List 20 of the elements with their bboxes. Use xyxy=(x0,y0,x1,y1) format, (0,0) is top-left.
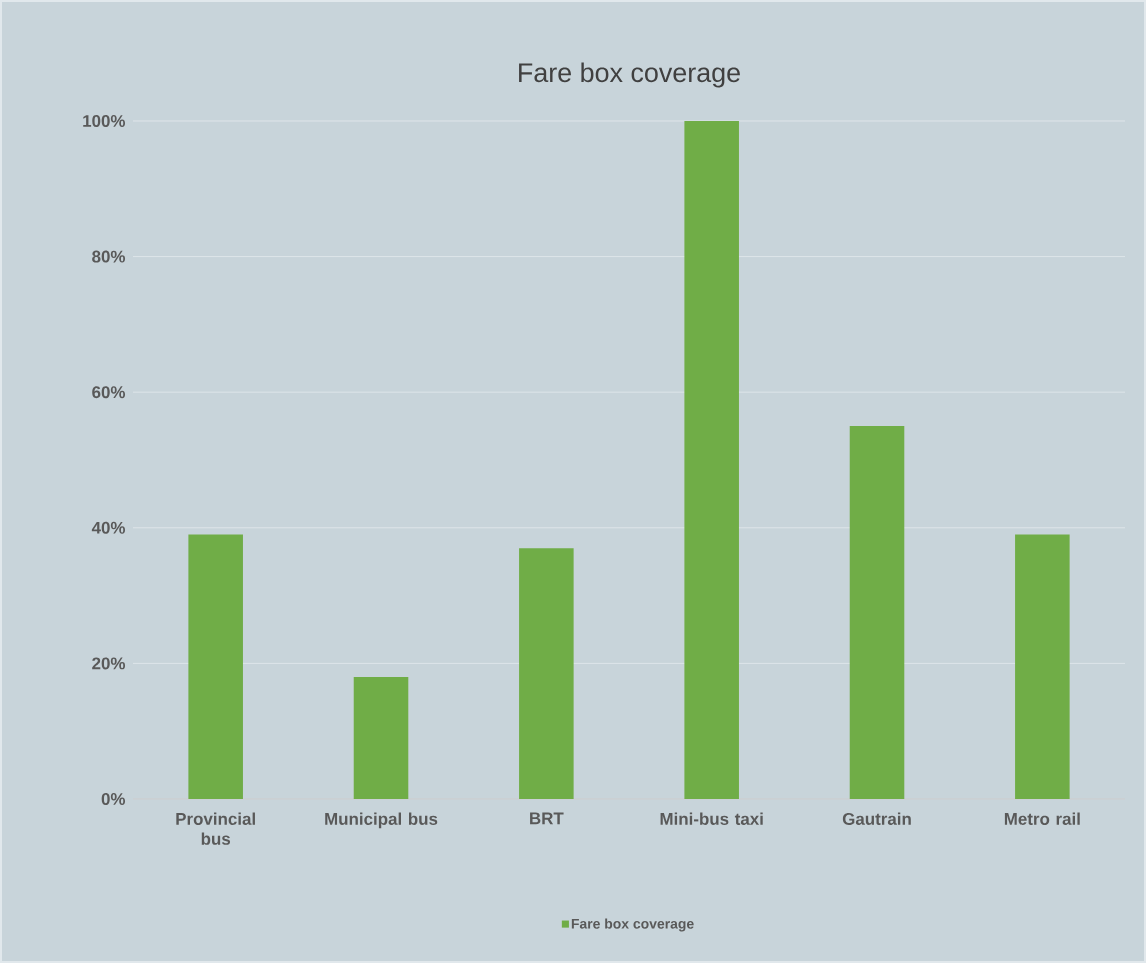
x-tick-label: Municipal bus xyxy=(325,812,438,829)
bar xyxy=(1015,534,1070,799)
y-tick-label: 40% xyxy=(91,521,126,534)
bar xyxy=(849,426,905,799)
y-tick-label: 80% xyxy=(92,250,126,263)
bar xyxy=(188,534,243,799)
x-tick-label: Metro rail xyxy=(1004,812,1080,825)
legend-label: Fare box coverage xyxy=(571,918,694,932)
chart-title: Fare box coverage xyxy=(519,62,740,88)
x-tick-label: BRT xyxy=(530,812,564,825)
bar xyxy=(519,548,574,799)
y-tick-label: 100% xyxy=(83,114,126,127)
y-tick-label: 0% xyxy=(101,792,126,805)
bar xyxy=(353,676,409,799)
bar xyxy=(684,120,739,799)
y-tick-label: 60% xyxy=(92,386,126,399)
x-tick-label: Gautrain xyxy=(842,812,911,825)
x-tick-label: Mini-bus taxi xyxy=(660,812,763,825)
y-tick-label: 20% xyxy=(92,657,126,670)
x-tick-label: Provincial bus xyxy=(176,812,255,845)
